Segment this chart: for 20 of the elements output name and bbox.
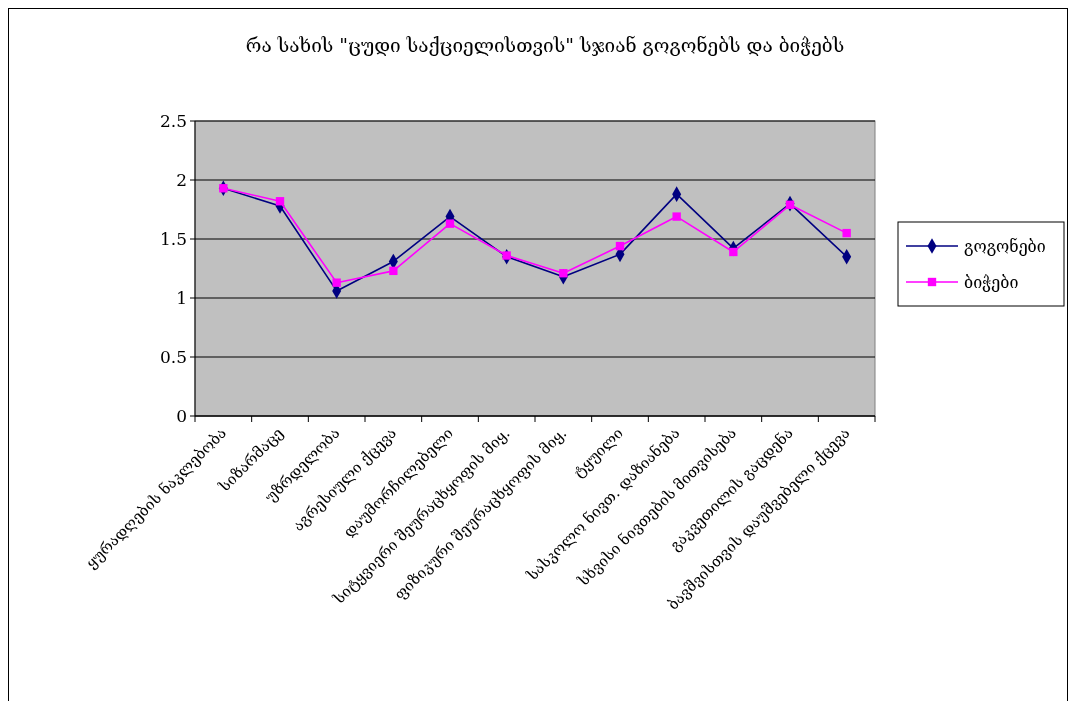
chart-title: რა სახის "ცუდი საქციელისთვის" სჯიან გოგონებს და ბიჭებს xyxy=(245,34,845,56)
y-tick-label: 0.5 xyxy=(159,346,187,367)
point xyxy=(615,241,625,251)
point xyxy=(275,197,285,206)
point xyxy=(445,219,455,228)
point xyxy=(785,200,795,209)
legend-label: გოგონები xyxy=(964,236,1046,256)
point xyxy=(672,212,681,221)
point xyxy=(559,269,568,278)
point xyxy=(842,228,851,238)
point xyxy=(729,247,738,257)
point xyxy=(389,266,398,276)
y-tick-label: 2 xyxy=(176,169,187,190)
y-tick-label: 2.5 xyxy=(159,110,187,131)
y-tick-label: 1 xyxy=(176,287,187,308)
point xyxy=(332,278,341,287)
point xyxy=(502,251,511,260)
y-tick-label: 0 xyxy=(176,405,187,426)
y-tick-label: 1.5 xyxy=(159,228,187,249)
legend-label: ბიჭები xyxy=(964,272,1019,292)
